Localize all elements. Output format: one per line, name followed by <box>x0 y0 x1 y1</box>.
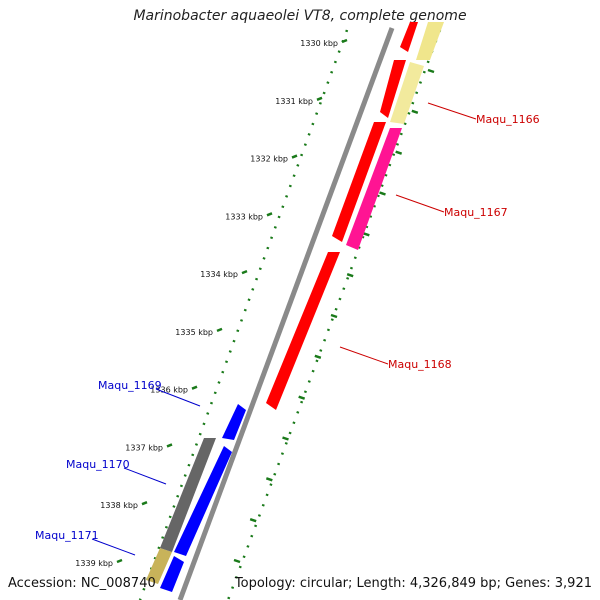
outer-ruler-dots <box>138 29 349 600</box>
gene-label-maqu-1168[interactable]: Maqu_1168 <box>388 358 452 371</box>
inner-tick-mark <box>265 477 273 482</box>
pseudo-gene[interactable] <box>146 548 172 584</box>
accession-text: Accession: NC_008740 <box>8 576 156 591</box>
gene-maqu-1169[interactable] <box>222 404 246 440</box>
kbp-tick-mark <box>216 327 223 333</box>
kbp-tick-label: 1335 kbp <box>175 328 213 337</box>
inner-tick-mark <box>362 232 370 237</box>
gene-maqu-1170[interactable] <box>174 446 232 556</box>
kbp-tick-label: 1334 kbp <box>200 270 238 279</box>
gene-maqu-1170-grey[interactable] <box>160 438 216 552</box>
kbp-tick-label: 1336 kbp <box>150 386 188 395</box>
kbp-tick-mark <box>316 96 323 101</box>
kbp-ticks: 1330 kbp 1331 kbp 1332 kbp 1333 kbp 1334 kbp… <box>75 38 435 568</box>
inner-tick-mark <box>395 150 403 155</box>
inner-tick-mark <box>298 395 306 400</box>
inner-tick-mark <box>379 191 386 196</box>
gene-label-maqu-1171[interactable]: Maqu_1171 <box>35 529 99 542</box>
inner-tick-mark <box>411 109 419 115</box>
reverse-strand-genes <box>160 404 246 592</box>
gene-maqu-1171[interactable] <box>160 556 184 592</box>
kbp-tick-mark <box>166 443 173 448</box>
kbp-tick-label: 1338 kbp <box>100 501 138 510</box>
gene-label-maqu-1167[interactable]: Maqu_1167 <box>444 206 508 219</box>
pseudo-gene[interactable] <box>390 62 424 124</box>
inner-tick-mark <box>314 354 322 360</box>
gene-feature[interactable] <box>332 122 386 242</box>
kbp-tick-label: 1331 kbp <box>275 97 313 106</box>
genome-backbone <box>177 27 395 600</box>
kbp-tick-mark <box>266 212 273 217</box>
inner-tick-mark <box>249 517 257 523</box>
inner-tick-mark <box>282 436 289 441</box>
kbp-tick-mark <box>341 38 348 44</box>
kbp-tick-label: 1337 kbp <box>125 443 163 452</box>
kbp-tick-label: 1333 kbp <box>225 212 263 221</box>
genome-summary: Topology: circular; Length: 4,326,849 bp… <box>234 576 592 591</box>
gene-maqu-1168[interactable] <box>266 252 340 410</box>
gene-label-maqu-1166[interactable]: Maqu_1166 <box>476 113 540 126</box>
kbp-tick-label: 1332 kbp <box>250 155 288 164</box>
inner-ruler-dots <box>226 29 442 600</box>
gene-labels: Maqu_1166 Maqu_1167 Maqu_1168 Maqu_1169 … <box>35 113 540 542</box>
kbp-tick-mark <box>191 385 198 390</box>
genome-title: Marinobacter aquaeolei VT8, complete gen… <box>133 8 467 24</box>
pseudo-genes <box>146 22 444 584</box>
gene-feature[interactable] <box>400 22 418 52</box>
kbp-tick-label: 1330 kbp <box>300 39 338 48</box>
kbp-tick-mark <box>291 154 298 159</box>
inner-tick-mark <box>346 272 354 278</box>
kbp-tick-mark <box>116 558 123 564</box>
pseudo-gene[interactable] <box>416 22 444 60</box>
gene-label-maqu-1170[interactable]: Maqu_1170 <box>66 458 130 471</box>
forward-strand-genes <box>266 22 418 410</box>
inner-tick-mark <box>427 68 435 74</box>
kbp-tick-label: 1339 kbp <box>75 559 113 568</box>
kbp-tick-mark <box>141 501 148 506</box>
gene-label-maqu-1169[interactable]: Maqu_1169 <box>98 379 162 392</box>
inner-tick-mark <box>233 558 241 564</box>
gene-maqu-1167[interactable] <box>346 128 402 250</box>
inner-tick-mark <box>330 313 338 319</box>
label-leaders <box>91 102 477 556</box>
gene-feature[interactable] <box>380 60 406 118</box>
kbp-tick-mark <box>241 269 248 275</box>
